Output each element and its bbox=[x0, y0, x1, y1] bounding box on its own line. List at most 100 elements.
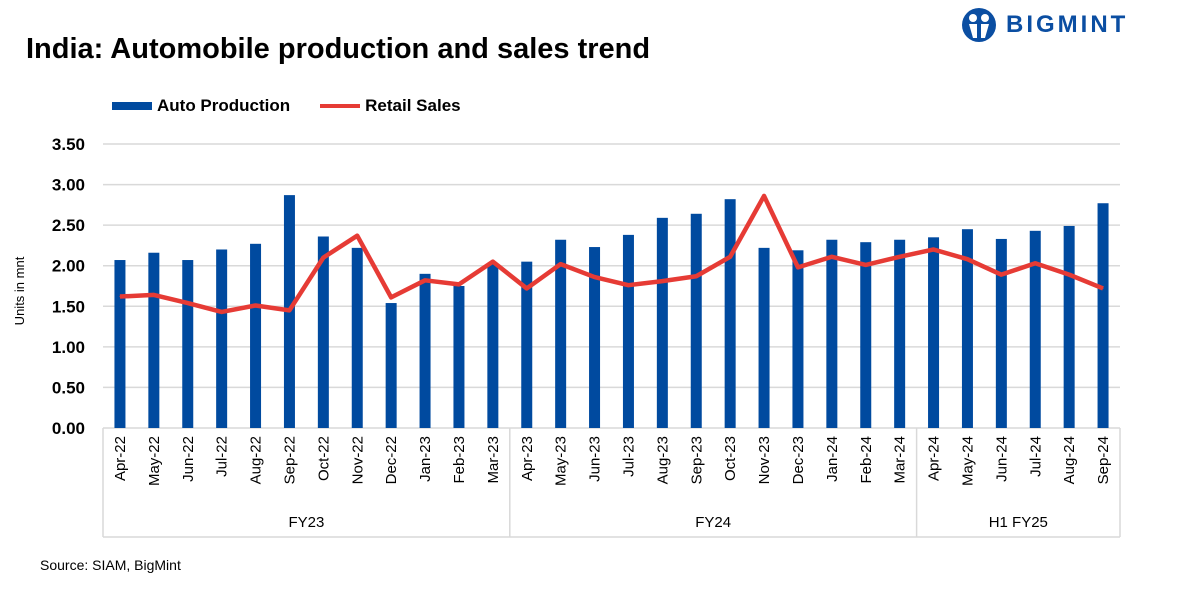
y-tick-label: 1.50 bbox=[52, 297, 85, 316]
chart-title: India: Automobile production and sales t… bbox=[26, 33, 651, 65]
group-label: FY24 bbox=[695, 514, 731, 531]
retail-sales-line bbox=[119, 193, 1104, 315]
x-tick-label: Mar-23 bbox=[485, 436, 502, 484]
retail-sales-point-may-24 bbox=[966, 258, 968, 260]
retail-sales-point-jun-22 bbox=[187, 302, 189, 304]
bar-sep-24 bbox=[1097, 203, 1109, 428]
x-tick-label: Jul-22 bbox=[214, 436, 231, 477]
legend-swatch-production bbox=[112, 102, 152, 110]
retail-sales-point-mar-23 bbox=[492, 261, 494, 263]
retail-sales-point-apr-22 bbox=[119, 296, 121, 298]
x-tick-label: Dec-22 bbox=[383, 436, 400, 484]
x-tick-label: Mar-24 bbox=[892, 436, 909, 484]
retail-sales-point-feb-24 bbox=[865, 264, 867, 266]
y-tick-label: 0.50 bbox=[52, 378, 85, 397]
legend: Auto Production Retail Sales bbox=[112, 96, 461, 116]
bar-nov-23 bbox=[758, 247, 770, 428]
retail-sales-point-apr-23 bbox=[526, 287, 528, 289]
logo-text: BIGMINT bbox=[1006, 11, 1129, 38]
retail-sales-point-nov-23 bbox=[763, 195, 765, 197]
x-tick-label: Sep-23 bbox=[688, 436, 705, 484]
x-tick-label: Jul-23 bbox=[620, 436, 637, 477]
bar-feb-24 bbox=[860, 242, 872, 428]
legend-swatch-sales bbox=[320, 104, 361, 108]
x-tick-label: May-22 bbox=[146, 436, 163, 486]
retail-sales-point-oct-22 bbox=[322, 257, 324, 259]
retail-sales-point-jun-24 bbox=[1000, 274, 1002, 276]
group-label: H1 FY25 bbox=[989, 514, 1048, 531]
x-tick-label: Jun-22 bbox=[180, 436, 197, 482]
retail-sales-point-jul-22 bbox=[221, 311, 223, 313]
y-tick-label: 1.00 bbox=[52, 338, 85, 357]
bigmint-logo: BIGMINT bbox=[960, 6, 1128, 44]
x-tick-label: Oct-23 bbox=[722, 436, 739, 481]
x-tick-label: Jul-24 bbox=[1027, 436, 1044, 477]
retail-sales-point-apr-24 bbox=[933, 248, 935, 250]
retail-sales-point-nov-22 bbox=[356, 235, 358, 237]
retail-sales-point-may-22 bbox=[153, 294, 155, 296]
retail-sales-point-jan-23 bbox=[424, 279, 426, 281]
bar-dec-23 bbox=[792, 250, 804, 428]
x-tick-label: Nov-22 bbox=[349, 436, 366, 484]
x-tick-label: Nov-23 bbox=[756, 436, 773, 484]
x-tick-label: Aug-24 bbox=[1061, 436, 1078, 484]
logo-icon bbox=[962, 8, 996, 42]
retail-sales-point-feb-23 bbox=[458, 283, 460, 285]
y-tick-label: 3.00 bbox=[52, 176, 85, 195]
retail-sales-point-sep-24 bbox=[1102, 287, 1104, 289]
y-tick-label: 2.00 bbox=[52, 257, 85, 276]
x-tick-label: May-24 bbox=[959, 436, 976, 486]
y-axis-label: Units in mnt bbox=[12, 256, 27, 325]
retail-sales-point-dec-23 bbox=[797, 266, 799, 268]
x-tick-label: Feb-24 bbox=[858, 436, 875, 484]
bar-apr-23 bbox=[521, 261, 533, 428]
bar-aug-23 bbox=[656, 217, 668, 428]
bar-sep-23 bbox=[690, 213, 702, 428]
x-tick-label: May-23 bbox=[553, 436, 570, 486]
bar-jul-23 bbox=[622, 234, 634, 428]
x-tick-label: Sep-24 bbox=[1095, 436, 1112, 484]
group-label: FY23 bbox=[288, 514, 324, 531]
bar-jun-24 bbox=[995, 238, 1007, 428]
bar-aug-24 bbox=[1063, 225, 1075, 428]
legend-label-production: Auto Production bbox=[157, 96, 291, 115]
y-tick-label: 3.50 bbox=[52, 135, 85, 154]
retail-sales-point-jul-24 bbox=[1034, 262, 1036, 264]
bar-aug-22 bbox=[250, 243, 262, 428]
bar-apr-24 bbox=[928, 237, 940, 428]
retail-sales-point-jan-24 bbox=[831, 256, 833, 258]
legend-label-sales: Retail Sales bbox=[365, 96, 461, 115]
y-tick-label: 0.00 bbox=[52, 419, 85, 438]
bar-may-22 bbox=[148, 252, 160, 428]
x-tick-label: Aug-23 bbox=[654, 436, 671, 484]
x-tick-label: Apr-23 bbox=[519, 436, 536, 481]
bar-may-23 bbox=[555, 239, 567, 428]
x-tick-label: Feb-23 bbox=[451, 436, 468, 484]
bar-jan-23 bbox=[419, 273, 431, 428]
bar-jun-22 bbox=[182, 260, 194, 428]
retail-sales-point-jun-23 bbox=[594, 276, 596, 278]
retail-sales-point-dec-22 bbox=[390, 296, 392, 298]
x-tick-label: Jan-23 bbox=[417, 436, 434, 482]
retail-sales-point-may-23 bbox=[560, 263, 562, 265]
x-tick-label: Aug-22 bbox=[248, 436, 265, 484]
retail-sales-point-sep-23 bbox=[695, 275, 697, 277]
retail-sales-point-aug-24 bbox=[1068, 274, 1070, 276]
bar-jul-22 bbox=[216, 249, 228, 428]
bar-apr-22 bbox=[114, 260, 126, 428]
x-tick-label: Jan-24 bbox=[824, 436, 841, 482]
retail-sales-point-oct-23 bbox=[729, 256, 731, 258]
retail-sales-point-aug-22 bbox=[255, 304, 257, 306]
retail-sales-point-aug-23 bbox=[661, 280, 663, 282]
bar-may-24 bbox=[961, 229, 973, 428]
x-tick-label: Dec-23 bbox=[790, 436, 807, 484]
x-tick-label: Apr-22 bbox=[112, 436, 129, 481]
bar-oct-23 bbox=[724, 199, 736, 428]
bar-mar-23 bbox=[487, 264, 499, 428]
x-tick-label: Apr-24 bbox=[926, 436, 943, 481]
bar-dec-22 bbox=[385, 303, 397, 428]
retail-sales-point-mar-24 bbox=[899, 256, 901, 258]
bar-jan-24 bbox=[826, 239, 838, 428]
